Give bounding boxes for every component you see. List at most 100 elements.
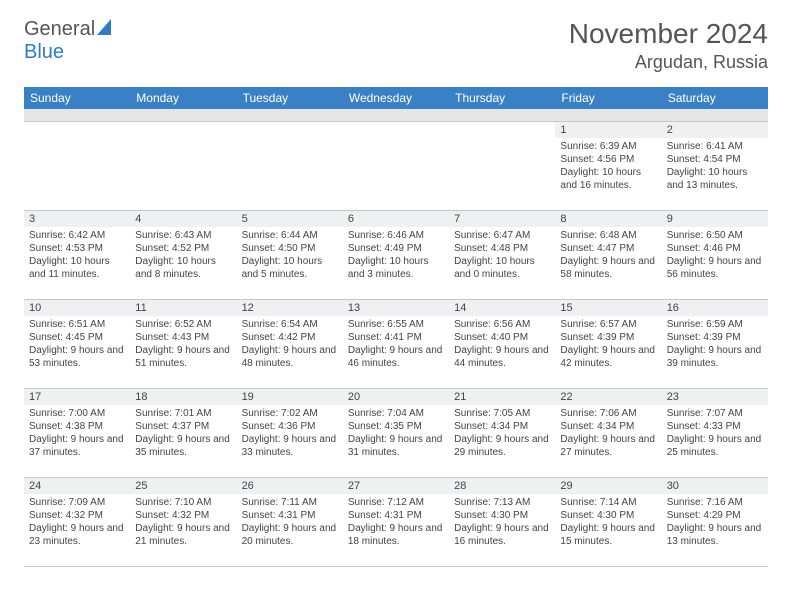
day-body: Sunrise: 7:06 AMSunset: 4:34 PMDaylight:… [555, 405, 661, 463]
day-info-line: Sunset: 4:47 PM [560, 242, 656, 255]
week-row: 24Sunrise: 7:09 AMSunset: 4:32 PMDayligh… [24, 478, 768, 567]
week-row: 17Sunrise: 7:00 AMSunset: 4:38 PMDayligh… [24, 389, 768, 478]
day-info-line: Daylight: 10 hours and 11 minutes. [29, 255, 125, 281]
day-cell: 27Sunrise: 7:12 AMSunset: 4:31 PMDayligh… [343, 478, 449, 566]
day-header-cell: Wednesday [343, 87, 449, 109]
day-cell: 5Sunrise: 6:44 AMSunset: 4:50 PMDaylight… [237, 211, 343, 299]
day-cell: 22Sunrise: 7:06 AMSunset: 4:34 PMDayligh… [555, 389, 661, 477]
day-cell: 16Sunrise: 6:59 AMSunset: 4:39 PMDayligh… [662, 300, 768, 388]
day-cell: 25Sunrise: 7:10 AMSunset: 4:32 PMDayligh… [130, 478, 236, 566]
day-info-line: Daylight: 9 hours and 21 minutes. [135, 522, 231, 548]
day-cell: 23Sunrise: 7:07 AMSunset: 4:33 PMDayligh… [662, 389, 768, 477]
day-info-line: Sunset: 4:48 PM [454, 242, 550, 255]
day-body: Sunrise: 6:39 AMSunset: 4:56 PMDaylight:… [555, 138, 661, 196]
day-info-line: Sunrise: 6:48 AM [560, 229, 656, 242]
day-body: Sunrise: 7:09 AMSunset: 4:32 PMDaylight:… [24, 494, 130, 552]
day-number: 22 [555, 389, 661, 405]
day-number: 18 [130, 389, 236, 405]
day-header-cell: Tuesday [237, 87, 343, 109]
day-info-line: Daylight: 9 hours and 18 minutes. [348, 522, 444, 548]
day-cell: 24Sunrise: 7:09 AMSunset: 4:32 PMDayligh… [24, 478, 130, 566]
logo-sail-icon [97, 19, 117, 35]
day-info-line: Sunset: 4:42 PM [242, 331, 338, 344]
day-header-cell: Saturday [662, 87, 768, 109]
day-info-line: Daylight: 10 hours and 16 minutes. [560, 166, 656, 192]
day-info-line: Sunset: 4:30 PM [454, 509, 550, 522]
day-body: Sunrise: 7:04 AMSunset: 4:35 PMDaylight:… [343, 405, 449, 463]
day-info-line: Sunrise: 6:44 AM [242, 229, 338, 242]
day-info-line: Daylight: 9 hours and 51 minutes. [135, 344, 231, 370]
day-number: 6 [343, 211, 449, 227]
day-number: 10 [24, 300, 130, 316]
day-info-line: Sunset: 4:34 PM [454, 420, 550, 433]
day-number: 28 [449, 478, 555, 494]
day-body: Sunrise: 6:54 AMSunset: 4:42 PMDaylight:… [237, 316, 343, 374]
day-info-line: Sunrise: 7:12 AM [348, 496, 444, 509]
day-body: Sunrise: 7:12 AMSunset: 4:31 PMDaylight:… [343, 494, 449, 552]
day-body: Sunrise: 6:46 AMSunset: 4:49 PMDaylight:… [343, 227, 449, 285]
day-info-line: Sunset: 4:35 PM [348, 420, 444, 433]
day-cell: 26Sunrise: 7:11 AMSunset: 4:31 PMDayligh… [237, 478, 343, 566]
day-info-line: Sunrise: 6:52 AM [135, 318, 231, 331]
day-number: 14 [449, 300, 555, 316]
day-info-line: Sunrise: 7:00 AM [29, 407, 125, 420]
day-body: Sunrise: 7:05 AMSunset: 4:34 PMDaylight:… [449, 405, 555, 463]
day-body [343, 138, 449, 144]
day-number: 25 [130, 478, 236, 494]
day-body: Sunrise: 7:02 AMSunset: 4:36 PMDaylight:… [237, 405, 343, 463]
day-info-line: Daylight: 9 hours and 29 minutes. [454, 433, 550, 459]
day-info-line: Sunset: 4:34 PM [560, 420, 656, 433]
day-cell [130, 122, 236, 210]
day-info-line: Sunrise: 6:56 AM [454, 318, 550, 331]
day-cell: 14Sunrise: 6:56 AMSunset: 4:40 PMDayligh… [449, 300, 555, 388]
day-body: Sunrise: 7:07 AMSunset: 4:33 PMDaylight:… [662, 405, 768, 463]
day-info-line: Sunset: 4:39 PM [560, 331, 656, 344]
day-cell: 28Sunrise: 7:13 AMSunset: 4:30 PMDayligh… [449, 478, 555, 566]
day-body: Sunrise: 6:51 AMSunset: 4:45 PMDaylight:… [24, 316, 130, 374]
day-body: Sunrise: 7:10 AMSunset: 4:32 PMDaylight:… [130, 494, 236, 552]
day-body: Sunrise: 6:43 AMSunset: 4:52 PMDaylight:… [130, 227, 236, 285]
day-info-line: Daylight: 9 hours and 37 minutes. [29, 433, 125, 459]
day-cell: 18Sunrise: 7:01 AMSunset: 4:37 PMDayligh… [130, 389, 236, 477]
day-body: Sunrise: 6:56 AMSunset: 4:40 PMDaylight:… [449, 316, 555, 374]
day-body [449, 138, 555, 144]
day-info-line: Sunrise: 6:55 AM [348, 318, 444, 331]
day-number: 9 [662, 211, 768, 227]
day-body: Sunrise: 6:55 AMSunset: 4:41 PMDaylight:… [343, 316, 449, 374]
day-number [130, 122, 236, 138]
day-cell: 8Sunrise: 6:48 AMSunset: 4:47 PMDaylight… [555, 211, 661, 299]
day-info-line: Sunrise: 7:16 AM [667, 496, 763, 509]
day-info-line: Daylight: 9 hours and 33 minutes. [242, 433, 338, 459]
day-number: 23 [662, 389, 768, 405]
day-cell: 4Sunrise: 6:43 AMSunset: 4:52 PMDaylight… [130, 211, 236, 299]
day-info-line: Sunrise: 6:43 AM [135, 229, 231, 242]
day-info-line: Sunset: 4:49 PM [348, 242, 444, 255]
day-info-line: Daylight: 10 hours and 5 minutes. [242, 255, 338, 281]
day-body [237, 138, 343, 144]
day-body: Sunrise: 6:50 AMSunset: 4:46 PMDaylight:… [662, 227, 768, 285]
day-info-line: Daylight: 9 hours and 31 minutes. [348, 433, 444, 459]
day-number: 21 [449, 389, 555, 405]
day-number: 1 [555, 122, 661, 138]
day-info-line: Daylight: 9 hours and 15 minutes. [560, 522, 656, 548]
day-cell: 7Sunrise: 6:47 AMSunset: 4:48 PMDaylight… [449, 211, 555, 299]
day-number: 17 [24, 389, 130, 405]
day-number: 19 [237, 389, 343, 405]
day-number: 5 [237, 211, 343, 227]
day-info-line: Sunrise: 6:39 AM [560, 140, 656, 153]
day-info-line: Daylight: 9 hours and 42 minutes. [560, 344, 656, 370]
day-info-line: Sunrise: 6:59 AM [667, 318, 763, 331]
week-row: 10Sunrise: 6:51 AMSunset: 4:45 PMDayligh… [24, 300, 768, 389]
day-info-line: Sunrise: 7:01 AM [135, 407, 231, 420]
day-number: 26 [237, 478, 343, 494]
day-number: 11 [130, 300, 236, 316]
day-cell: 29Sunrise: 7:14 AMSunset: 4:30 PMDayligh… [555, 478, 661, 566]
day-info-line: Sunset: 4:39 PM [667, 331, 763, 344]
day-info-line: Sunrise: 6:42 AM [29, 229, 125, 242]
day-info-line: Sunset: 4:46 PM [667, 242, 763, 255]
day-number: 7 [449, 211, 555, 227]
day-info-line: Sunrise: 6:47 AM [454, 229, 550, 242]
day-body: Sunrise: 6:42 AMSunset: 4:53 PMDaylight:… [24, 227, 130, 285]
month-title: November 2024 [569, 18, 768, 50]
day-info-line: Sunset: 4:33 PM [667, 420, 763, 433]
